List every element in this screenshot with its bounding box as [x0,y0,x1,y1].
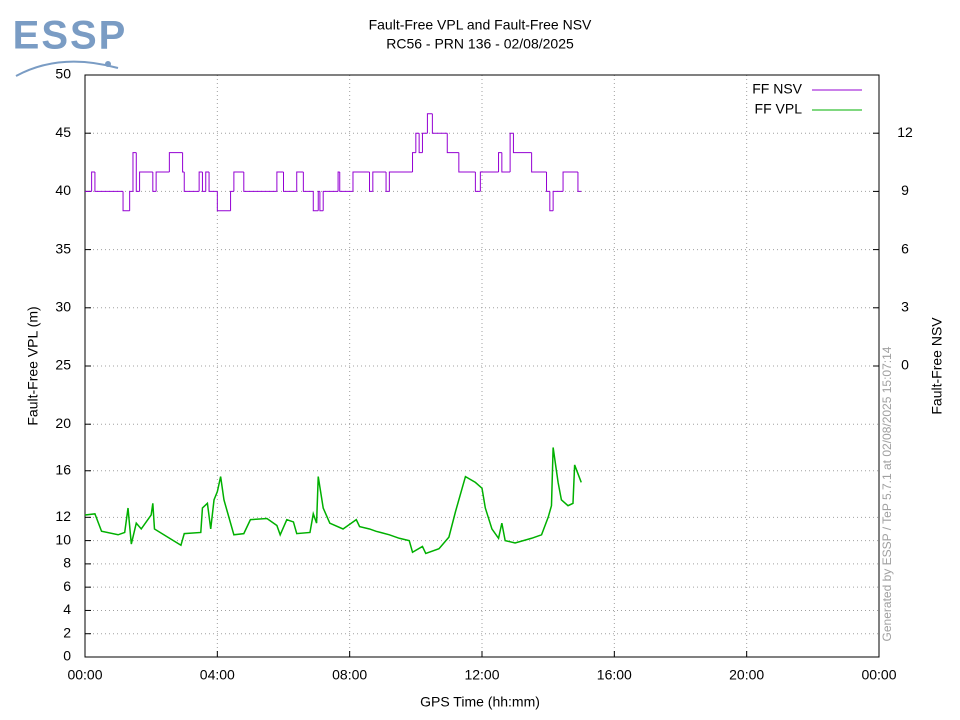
chart-subtitle: RC56 - PRN 136 - 02/08/2025 [386,36,574,52]
y-tick-label: 25 [55,357,71,373]
step-segment [168,152,183,172]
step-segment [243,172,277,192]
y-tick-label: 50 [55,66,71,82]
step-segment [230,190,234,211]
step-segment [337,171,340,192]
step-segment [372,171,387,192]
y-tick-label: 4 [63,601,71,617]
step-segment [317,190,320,211]
x-tick-label: 08:00 [332,667,367,683]
y-tick-label: 30 [55,299,71,315]
legend-label: FF NSV [752,81,802,97]
y-tick-label: 6 [63,578,71,594]
x-tick-label: 20:00 [729,667,764,683]
step-segment [296,171,304,192]
step-segment [458,152,476,173]
y-tick-label: 35 [55,240,71,256]
step-segment [139,171,153,192]
annotation: Generated by ESSP / TeP 5.7.1 at 02/08/2… [880,346,894,641]
y-tick-label: 0 [63,648,71,664]
step-segment [388,171,413,192]
y-tick-label: 40 [55,182,71,198]
step-segment [152,172,157,192]
step-segment [498,152,502,172]
step-segment [552,190,564,211]
step-segment [302,172,314,192]
step-segment [122,191,130,212]
step-segment [94,172,124,192]
y-tick-label: 16 [55,461,71,477]
step-segment [233,171,244,192]
step-segment [412,152,416,172]
y2-tick-label: 3 [901,299,909,315]
series-line [84,447,582,555]
step-segment [322,190,339,211]
chart-title: Fault-Free VPL and Fault-Free NSV [369,17,592,33]
step-segment [183,172,200,192]
y-tick-label: 8 [63,555,71,571]
step-segment [512,133,532,154]
step-segment [352,171,370,192]
step-segment [312,191,319,212]
step-segment [155,171,170,192]
step-segment [531,152,547,173]
step-segment [418,133,423,154]
step-segment [135,152,140,192]
logo-dot [105,61,111,67]
step-segment [421,132,428,153]
step-segment [91,171,95,192]
x-tick-label: 12:00 [464,667,499,683]
step-segment [205,171,210,192]
step-segment [132,152,137,192]
step-segment [446,133,459,154]
x-axis-label: GPS Time (hh:mm) [420,694,540,710]
step-segment [198,171,203,192]
y-tick-label: 20 [55,415,71,431]
step-segment [129,190,133,211]
x-tick-label: 00:00 [861,667,896,683]
y-axis-label: Fault-Free VPL (m) [25,306,41,425]
y-tick-label: 2 [63,624,71,640]
x-tick-label: 04:00 [200,667,235,683]
plot-frame [84,74,880,658]
step-segment [509,132,514,172]
step-segment [339,172,353,192]
step-segment [276,171,284,192]
step-segment [201,172,206,192]
step-segment [549,191,554,212]
step-segment [369,172,373,192]
x-tick-label: 00:00 [67,667,102,683]
step-segment [208,172,218,192]
step-segment [501,152,511,173]
step-segment [431,113,448,134]
step-segment [385,172,390,192]
y2-axis-label: Fault-Free NSV [929,317,945,415]
step-segment [415,132,420,153]
step-segment [182,152,185,173]
step-segment [562,171,578,192]
step-segment [479,171,499,192]
y2-tick-label: 6 [901,240,909,256]
step-segment [426,113,433,134]
logo: ESSP [13,14,128,58]
y-tick-label: 45 [55,124,71,140]
y2-tick-label: 0 [901,357,909,373]
legend-label: FF VPL [755,101,803,117]
step-segment [283,172,297,192]
y2-tick-label: 12 [897,124,913,140]
step-segment [474,172,481,192]
step-segment [319,191,324,212]
step-segment [216,191,231,212]
x-tick-label: 16:00 [597,667,632,683]
step-segment [546,172,550,192]
y2-tick-label: 9 [901,182,909,198]
y-tick-label: 10 [55,531,71,547]
step-segment [577,172,582,192]
y-tick-label: 12 [55,508,71,524]
